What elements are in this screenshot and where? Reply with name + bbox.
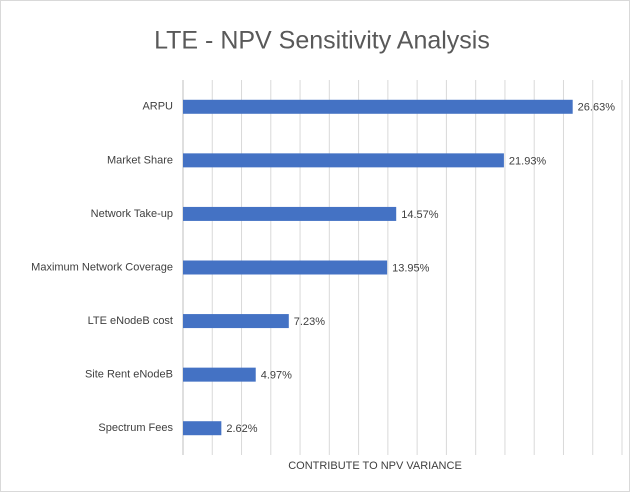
data-label: 14.57% <box>401 209 439 221</box>
bar <box>183 99 573 114</box>
data-label: 7.23% <box>294 316 325 328</box>
data-label: 26.63% <box>578 102 616 114</box>
bar <box>183 206 397 221</box>
data-label: 21.93% <box>509 155 547 167</box>
y-tick-label: Market Share <box>107 154 173 166</box>
data-label: 2.62% <box>226 423 257 435</box>
data-label: 4.97% <box>261 370 292 382</box>
y-tick-label: Maximum Network Coverage <box>31 261 173 273</box>
y-tick-label: Spectrum Fees <box>98 422 173 434</box>
y-tick-label: Site Rent eNodeB <box>85 369 173 381</box>
chart-title: LTE - NPV Sensitivity Analysis <box>154 27 490 55</box>
y-tick-label: LTE eNodeB cost <box>88 315 173 327</box>
bar <box>183 153 504 168</box>
bar <box>183 314 289 329</box>
data-label: 13.95% <box>392 262 430 274</box>
bar <box>183 260 388 275</box>
y-tick-label: ARPU <box>142 101 173 113</box>
bar <box>183 367 256 382</box>
bar <box>183 421 222 436</box>
y-tick-label: Network Take-up <box>91 208 173 220</box>
x-axis-label: CONTRIBUTE TO NPV VARIANCE <box>288 460 462 472</box>
